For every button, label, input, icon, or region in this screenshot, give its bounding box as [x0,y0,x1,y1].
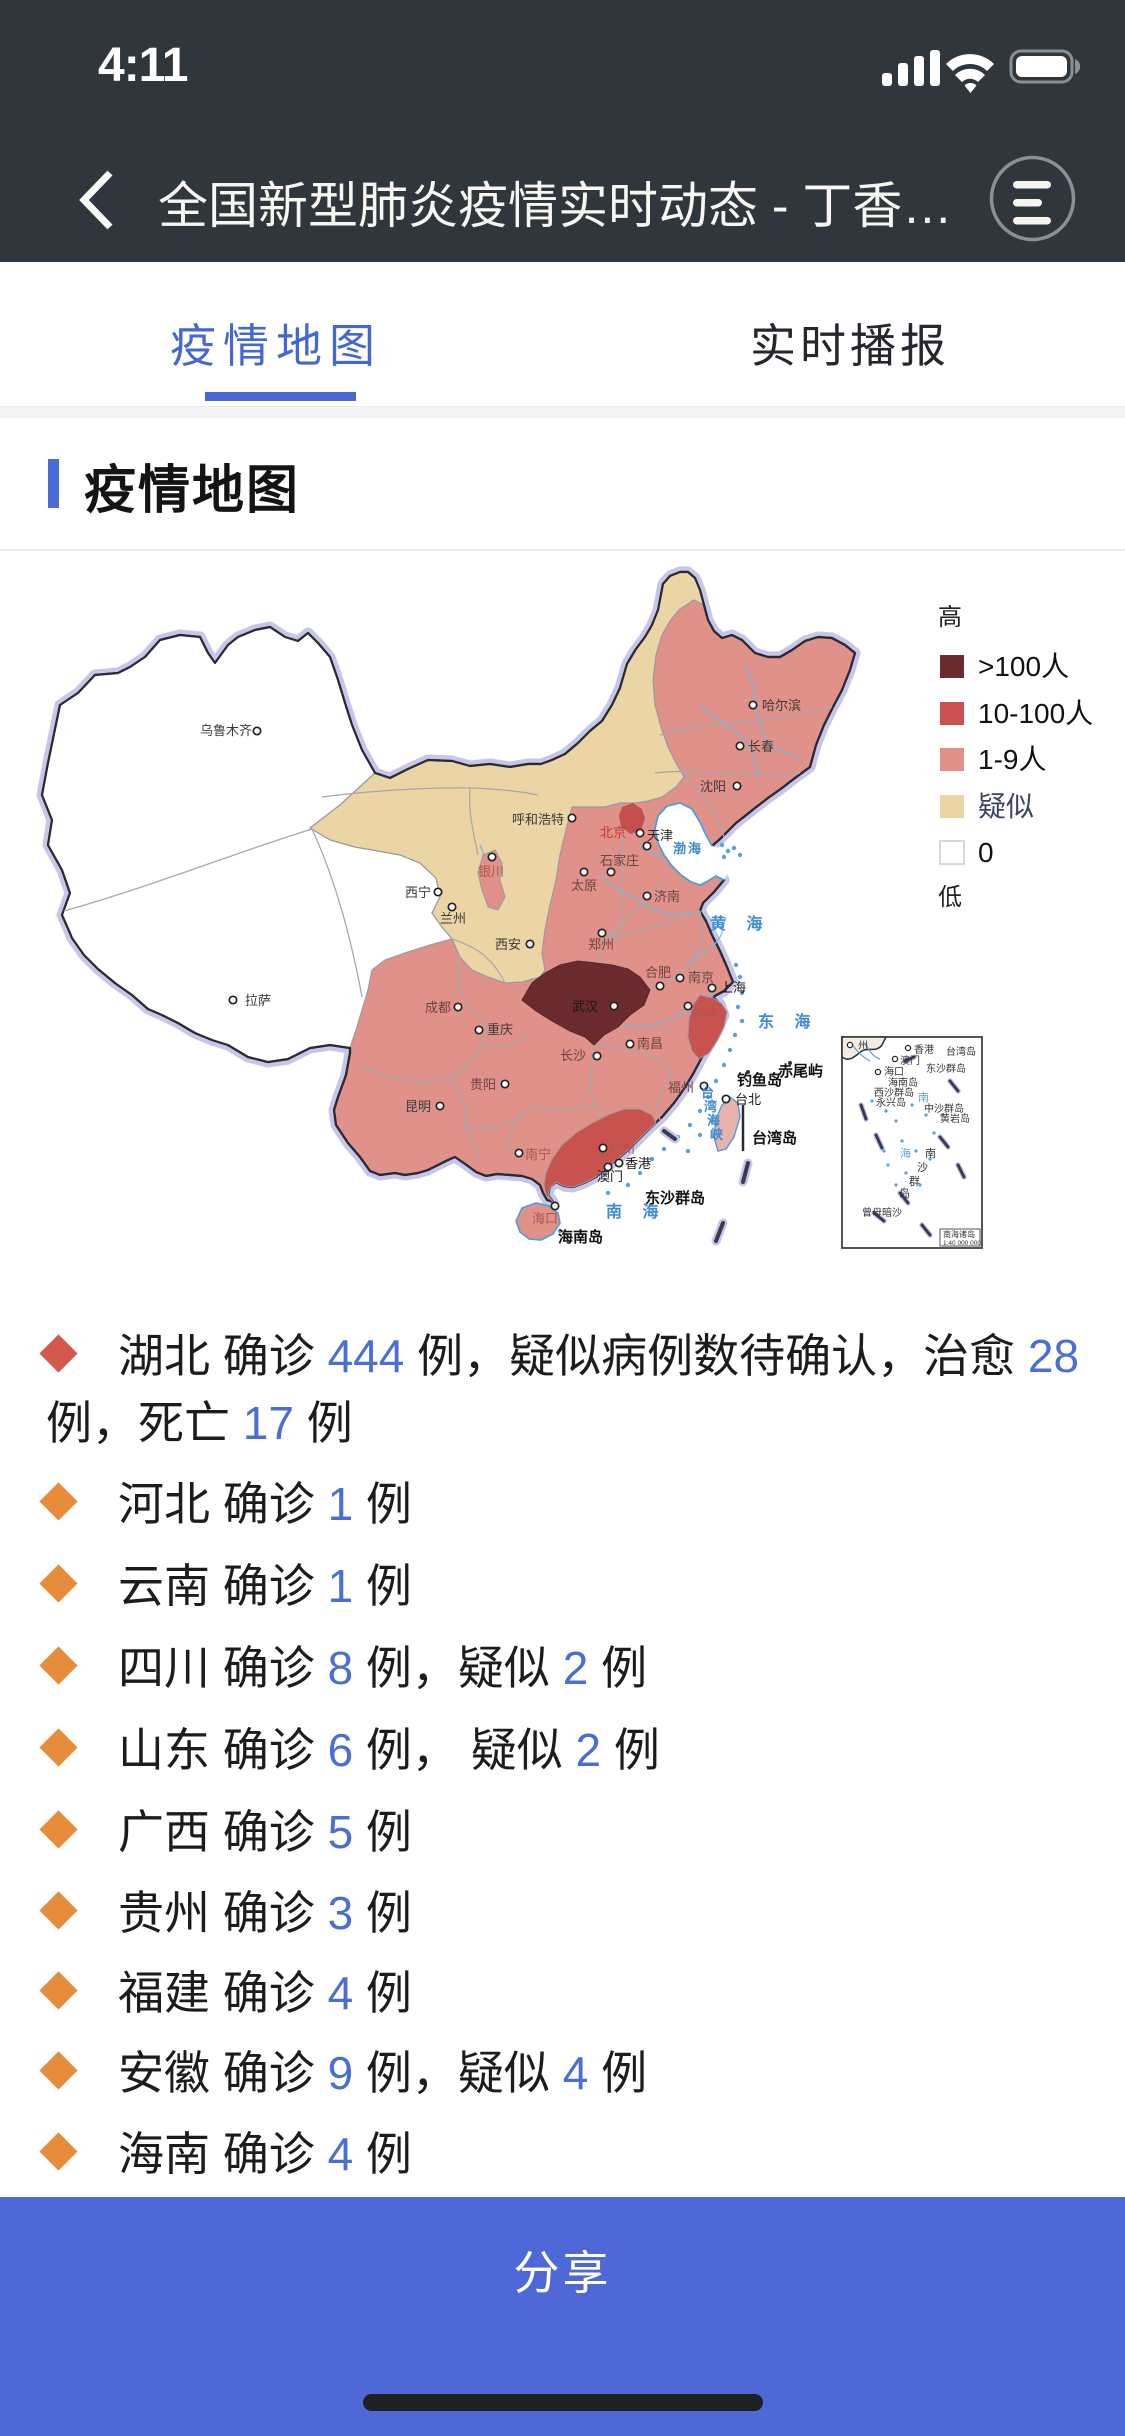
svg-text:海: 海 [707,1113,720,1128]
svg-text:香港: 香港 [625,1156,651,1171]
svg-text:海口: 海口 [884,1065,904,1078]
svg-text:永兴岛: 永兴岛 [876,1096,906,1109]
svg-text:东沙群岛: 东沙群岛 [926,1062,966,1075]
svg-text:州: 州 [858,1040,868,1052]
svg-text:南京: 南京 [688,970,714,985]
svg-text:天津: 天津 [647,828,673,843]
svg-text:香港: 香港 [914,1044,934,1056]
svg-text:南海诸岛: 南海诸岛 [943,1229,975,1239]
svg-text:湾: 湾 [704,1099,717,1114]
svg-text:台湾岛: 台湾岛 [946,1045,976,1058]
svg-text:赤尾屿: 赤尾屿 [778,1062,823,1080]
svg-text:济南: 济南 [654,889,680,904]
svg-text:海南岛: 海南岛 [558,1228,603,1246]
svg-text:1:40 000 000: 1:40 000 000 [943,1240,981,1247]
svg-text:乌鲁木齐: 乌鲁木齐 [200,723,252,738]
svg-text:黄岩岛: 黄岩岛 [940,1112,970,1125]
svg-text:沙: 沙 [917,1161,928,1174]
svg-text:海南岛: 海南岛 [888,1076,918,1089]
svg-text:北京: 北京 [600,825,626,840]
svg-text:>100人: >100人 [978,651,1069,682]
svg-text:中沙群岛: 中沙群岛 [924,1102,964,1115]
svg-text:武汉: 武汉 [572,999,598,1014]
svg-text:曾母暗沙: 曾母暗沙 [862,1206,902,1219]
svg-text:贵阳: 贵阳 [470,1077,496,1092]
svg-text:1-9人: 1-9人 [978,744,1046,775]
svg-text:长沙: 长沙 [560,1048,586,1063]
svg-text:哈尔滨: 哈尔滨 [762,698,801,713]
svg-text:南: 南 [925,1147,936,1160]
svg-text:海口: 海口 [532,1211,558,1226]
svg-text:南: 南 [918,1091,929,1104]
svg-text:呼和浩特: 呼和浩特 [512,812,564,827]
svg-text:昆明: 昆明 [405,1099,431,1114]
svg-text:南 海: 南 海 [606,1202,666,1221]
svg-text:西沙群岛: 西沙群岛 [874,1086,914,1099]
svg-text:台北: 台北 [735,1092,761,1107]
svg-text:群: 群 [909,1174,920,1188]
svg-text:澳门: 澳门 [597,1169,623,1184]
svg-text:沈阳: 沈阳 [700,779,726,794]
svg-text:钓鱼岛: 钓鱼岛 [737,1071,782,1089]
svg-text:上海: 上海 [720,980,746,995]
svg-text:杭州: 杭州 [692,1008,718,1023]
svg-text:福州: 福州 [668,1080,694,1095]
svg-text:太原: 太原 [571,878,597,893]
svg-text:10-100人: 10-100人 [978,698,1093,729]
svg-text:峡: 峡 [710,1127,724,1142]
svg-text:台湾岛: 台湾岛 [752,1129,797,1147]
svg-text:低: 低 [938,884,962,911]
svg-text:郑州: 郑州 [588,937,614,952]
svg-text:西安: 西安 [495,937,521,952]
svg-text:0: 0 [978,837,994,868]
svg-text:合肥: 合肥 [645,965,671,980]
svg-text:石家庄: 石家庄 [600,853,639,868]
svg-text:广州: 广州 [609,1141,635,1156]
svg-text:西宁: 西宁 [405,885,431,900]
svg-text:银川: 银川 [478,864,504,879]
svg-text:东 海: 东 海 [758,1012,818,1031]
svg-text:兰州: 兰州 [440,911,466,926]
svg-text:高: 高 [938,604,962,631]
svg-text:澳门: 澳门 [900,1054,920,1067]
svg-text:渤海: 渤海 [673,841,703,856]
svg-text:台: 台 [701,1085,714,1100]
svg-text:东沙群岛: 东沙群岛 [645,1189,705,1207]
svg-text:南宁: 南宁 [525,1147,551,1162]
svg-text:海: 海 [900,1146,911,1160]
svg-text:重庆: 重庆 [487,1022,513,1037]
svg-text:拉萨: 拉萨 [245,993,271,1008]
svg-text:南昌: 南昌 [637,1036,663,1051]
svg-text:成都: 成都 [425,1000,451,1015]
svg-text:岛: 岛 [899,1186,910,1200]
svg-text:疑似: 疑似 [978,791,1034,822]
svg-text:长春: 长春 [748,739,774,754]
svg-text:黄 海: 黄 海 [710,914,770,933]
